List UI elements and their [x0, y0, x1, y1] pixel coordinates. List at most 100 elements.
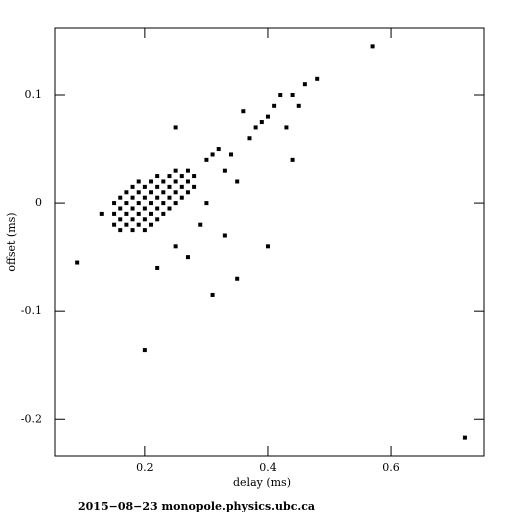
point: [204, 201, 209, 206]
point: [290, 93, 295, 98]
point: [149, 211, 154, 216]
point: [216, 147, 221, 152]
y-tick-label: -0.2: [21, 412, 42, 425]
y-tick-label: 0.1: [25, 88, 43, 101]
point: [167, 174, 172, 179]
point: [253, 125, 258, 130]
x-tick-label: 0.6: [382, 461, 400, 474]
point: [247, 136, 252, 141]
point: [235, 276, 240, 281]
point: [179, 184, 184, 189]
point: [222, 168, 227, 173]
point: [130, 217, 135, 222]
point: [142, 217, 147, 222]
point: [130, 195, 135, 200]
x-axis-label: delay (ms): [233, 476, 291, 489]
point: [210, 152, 215, 157]
point: [99, 211, 104, 216]
point: [136, 222, 141, 227]
point: [296, 103, 301, 108]
point: [142, 348, 147, 353]
point: [210, 292, 215, 297]
point: [302, 82, 307, 87]
point: [173, 125, 178, 130]
point: [265, 244, 270, 249]
point: [179, 174, 184, 179]
point: [462, 435, 467, 440]
point: [155, 265, 160, 270]
point: [278, 93, 283, 98]
y-axis-label: offset (ms): [5, 212, 18, 271]
point: [124, 190, 129, 195]
point: [142, 206, 147, 211]
point: [265, 114, 270, 119]
point: [130, 184, 135, 189]
point: [192, 174, 197, 179]
point: [185, 190, 190, 195]
point: [370, 44, 375, 49]
point: [235, 179, 240, 184]
point: [136, 201, 141, 206]
point: [112, 211, 117, 216]
point: [118, 206, 123, 211]
point: [149, 201, 154, 206]
point: [173, 244, 178, 249]
point: [167, 206, 172, 211]
point: [161, 179, 166, 184]
point: [192, 184, 197, 189]
point: [136, 190, 141, 195]
x-tick-label: 0.2: [136, 461, 154, 474]
point: [179, 195, 184, 200]
point: [149, 179, 154, 184]
point: [161, 190, 166, 195]
point: [259, 120, 264, 125]
point: [222, 233, 227, 238]
point: [124, 201, 129, 206]
point: [136, 211, 141, 216]
point: [161, 201, 166, 206]
point: [204, 157, 209, 162]
point: [112, 222, 117, 227]
point: [124, 222, 129, 227]
point: [75, 260, 80, 265]
point: [130, 228, 135, 233]
point: [118, 195, 123, 200]
point: [185, 179, 190, 184]
point: [167, 184, 172, 189]
point: [272, 103, 277, 108]
point: [155, 206, 160, 211]
point: [155, 174, 160, 179]
y-tick-label: -0.1: [21, 304, 42, 317]
point: [112, 201, 117, 206]
point: [130, 206, 135, 211]
point: [136, 179, 141, 184]
point: [185, 255, 190, 260]
point: [155, 217, 160, 222]
point: [173, 201, 178, 206]
plot-frame: [54, 27, 485, 457]
x-tick-label: 0.4: [259, 461, 277, 474]
point: [118, 217, 123, 222]
point: [173, 190, 178, 195]
point: [284, 125, 289, 130]
point: [142, 195, 147, 200]
point: [142, 184, 147, 189]
point: [167, 195, 172, 200]
point: [118, 228, 123, 233]
point: [149, 190, 154, 195]
point: [290, 157, 295, 162]
point: [173, 179, 178, 184]
point: [142, 228, 147, 233]
point: [155, 184, 160, 189]
point: [229, 152, 234, 157]
point: [155, 195, 160, 200]
point: [241, 109, 246, 114]
point: [149, 222, 154, 227]
point: [315, 76, 320, 81]
point: [198, 222, 203, 227]
point: [161, 211, 166, 216]
point: [185, 168, 190, 173]
footer: 2015−08−23 monopole.physics.ubc.ca: [78, 500, 315, 512]
point: [173, 168, 178, 173]
